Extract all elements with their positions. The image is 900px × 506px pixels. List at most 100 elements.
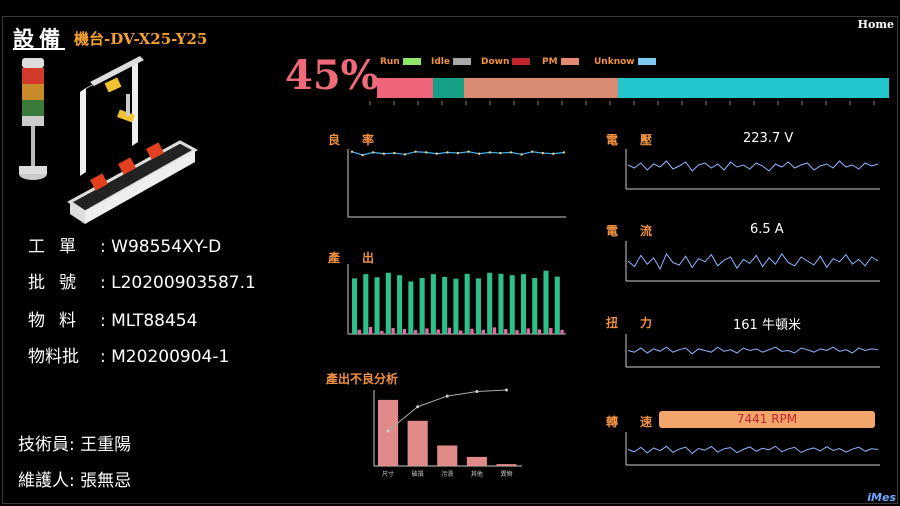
yield-point <box>425 151 428 154</box>
defect-bar <box>380 330 384 334</box>
output-bar <box>385 272 391 334</box>
defect-bar <box>537 329 542 334</box>
machine-name: 機台-DV-X25-Y25 <box>74 30 208 48</box>
legend-run: Run <box>380 57 421 67</box>
current-chart <box>625 241 880 282</box>
yield-chart <box>347 149 566 218</box>
defect-bar <box>492 327 497 334</box>
staff-row-technician: 技術員: 王重陽 <box>18 435 132 455</box>
defect-bar <box>436 329 440 334</box>
yield-point <box>520 153 523 156</box>
yield-point <box>509 151 513 154</box>
pareto-bar <box>407 420 428 466</box>
info-row-material-lot: 物料批: M20200904-1 <box>28 342 229 367</box>
defect-bar <box>459 330 463 334</box>
category-label: 尺寸 <box>382 470 394 478</box>
info-row-work-order: 工單: W98554XY-D <box>28 232 221 257</box>
defect-bar <box>413 330 418 334</box>
voltage-line <box>627 160 879 172</box>
current-title: 電流 <box>606 224 675 238</box>
yield-point <box>382 152 385 155</box>
legend-idle: Idle <box>431 57 471 67</box>
defect-bar <box>425 328 429 334</box>
defect-bar <box>357 329 362 334</box>
yield-point <box>499 151 502 155</box>
yield-point <box>478 152 481 155</box>
info-label: 批號 <box>28 273 90 293</box>
category-label: 其他 <box>471 470 483 478</box>
defect-bar <box>526 328 530 334</box>
defect-bar <box>402 329 407 334</box>
yield-point <box>488 151 491 154</box>
info-value: MLT88454 <box>111 311 198 331</box>
defect-bar <box>515 330 519 334</box>
output-bar <box>487 272 493 334</box>
output-bar <box>498 273 504 334</box>
staff-label: 維護人 <box>18 471 69 491</box>
speed-chart <box>625 432 880 466</box>
torque-chart <box>625 334 880 368</box>
category-label: 破損 <box>412 470 424 478</box>
legend-down: Down <box>481 57 531 67</box>
status-segment <box>617 78 889 98</box>
speed-title: 轉速 <box>606 415 675 429</box>
torque-title: 扭力 <box>606 316 675 330</box>
defect-bar <box>504 329 508 334</box>
defect-bar <box>447 327 452 334</box>
pareto-bar <box>378 399 399 466</box>
output-bar <box>442 276 448 334</box>
info-label: 工單 <box>28 237 90 257</box>
output-bar <box>397 275 403 334</box>
home-link[interactable]: Home <box>857 18 894 31</box>
staff-label: 技術員 <box>18 435 69 455</box>
output-bar <box>509 275 515 334</box>
yield-point <box>552 152 555 155</box>
current-value: 6.5 A <box>750 222 784 237</box>
legend-unknow: Unknow <box>594 57 656 67</box>
cumulative-point <box>416 405 420 409</box>
info-label: 物料 <box>28 311 90 331</box>
pareto-bar <box>496 464 517 466</box>
cumulative-point <box>504 388 508 392</box>
yield-point <box>414 150 417 153</box>
output-bar <box>419 278 425 334</box>
defect-bar <box>560 329 564 334</box>
status-timeline-ticks <box>369 101 875 105</box>
info-row-lot: 批號: L20200903587.1 <box>28 268 256 293</box>
status-segment <box>433 78 465 98</box>
output-bar <box>554 276 560 334</box>
torque-value: 161 牛頓米 <box>733 318 801 333</box>
yield-title: 良率 <box>328 133 397 147</box>
yield-point <box>446 151 449 154</box>
cumulative-point <box>445 394 449 398</box>
defect-bar <box>470 328 474 334</box>
yield-point <box>456 151 460 155</box>
utilization-percent: 45% <box>285 52 379 99</box>
pareto-bar <box>437 445 458 466</box>
info-label: 物料批 <box>28 347 79 367</box>
speed-value-badge: 7441 RPM <box>659 411 875 428</box>
status-timeline-bar <box>377 78 889 98</box>
yield-point <box>403 153 407 156</box>
cumulative-point <box>475 390 479 394</box>
equipment-label: 設備 <box>13 27 65 51</box>
legend-pm: PM <box>542 57 579 67</box>
yield-point <box>541 151 544 155</box>
cumulative-point <box>386 429 390 433</box>
output-title: 產出 <box>328 251 397 265</box>
imes-logo: iMes <box>867 491 896 504</box>
output-bar <box>520 274 527 334</box>
screen-frame <box>2 16 898 504</box>
conveyor-icon <box>67 140 199 224</box>
info-row-material: 物料: MLT88454 <box>28 306 197 331</box>
yield-point <box>361 153 364 157</box>
legend-swatch <box>512 58 531 65</box>
staff-value: 張無忌 <box>80 471 132 491</box>
staff-value: 王重陽 <box>80 435 132 455</box>
status-segment <box>377 78 434 98</box>
info-value: W98554XY-D <box>111 237 222 257</box>
defect-bar <box>391 328 395 334</box>
category-label: 污漬 <box>441 470 453 478</box>
output-bar <box>543 270 549 334</box>
output-bar <box>430 274 436 334</box>
